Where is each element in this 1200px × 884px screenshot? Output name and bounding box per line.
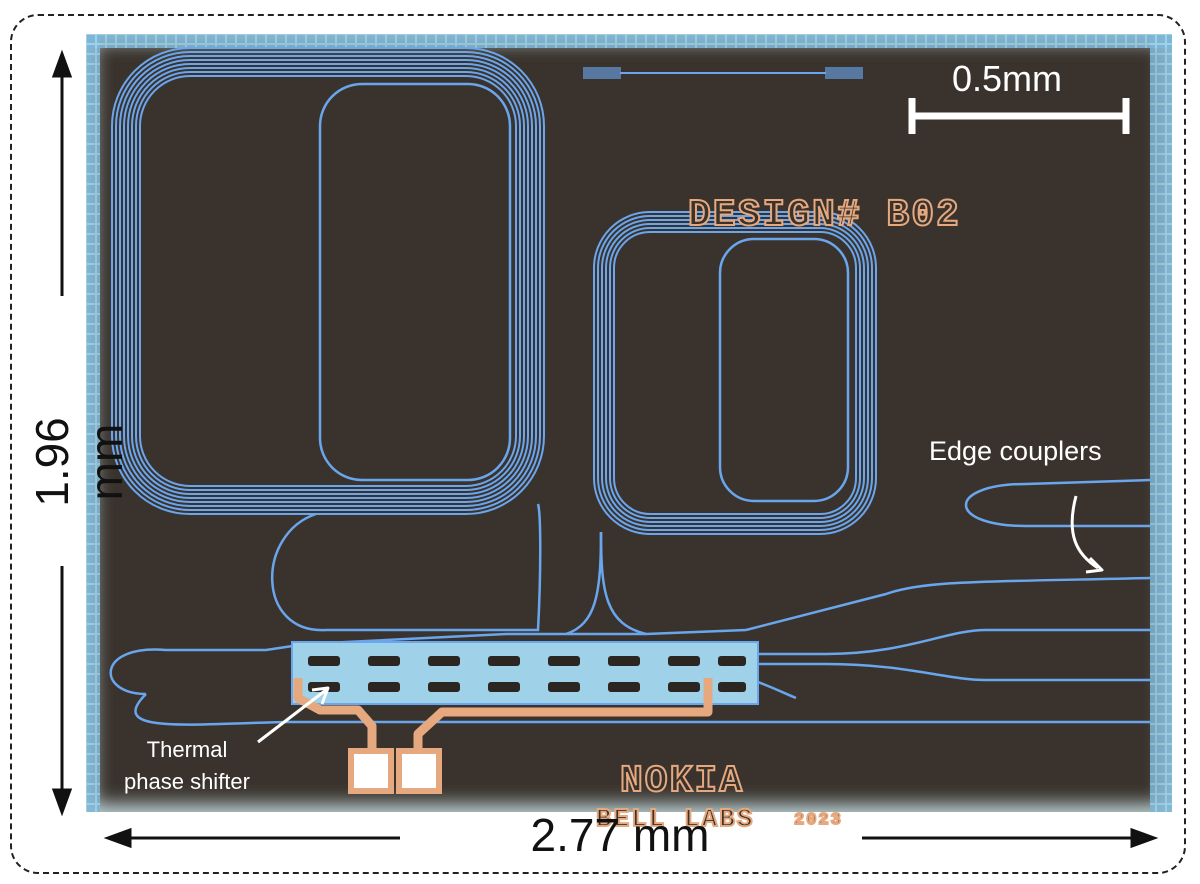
thermal-phase-shifter-arrow: [257, 686, 330, 744]
thermal-phase-shifter-label: Thermal phase shifter: [112, 734, 262, 798]
thermal-label-line2: phase shifter: [124, 769, 250, 794]
contact-pad-right-inner: [402, 754, 436, 788]
year-label: 2023: [793, 810, 843, 831]
heater-array: [291, 641, 759, 705]
contact-pad-left-inner: [354, 754, 388, 788]
waveguide-layout: [86, 34, 1172, 812]
bus-waveguides: [109, 478, 1151, 726]
thermal-label-line1: Thermal: [146, 737, 228, 762]
test-waveguide: [583, 67, 863, 79]
large-spiral: [111, 47, 545, 515]
height-dimension-label: 1.96 mm: [26, 417, 132, 507]
chip-photo: DESIGN# B02 NOKIA BELL LABS 2023: [86, 34, 1172, 835]
small-spiral: [593, 211, 877, 535]
edge-couplers-arrow: [1070, 495, 1104, 574]
bell-labs-label: BELL LABS: [595, 803, 755, 835]
width-dimension-label: 2.77 mm: [530, 809, 710, 861]
dashed-frame: [10, 14, 1186, 874]
scale-bar: [908, 98, 1130, 134]
design-label: DESIGN# B02: [687, 193, 961, 238]
heater-leads: [293, 678, 713, 750]
scale-bar-label: 0.5mm: [952, 58, 1063, 99]
chip-edge-top: [86, 34, 1172, 48]
chip-edge-right: [1150, 34, 1172, 812]
edge-couplers-label: Edge couplers: [929, 436, 1102, 466]
nokia-label: NOKIA: [619, 759, 745, 804]
chip-edge-left: [86, 34, 100, 812]
